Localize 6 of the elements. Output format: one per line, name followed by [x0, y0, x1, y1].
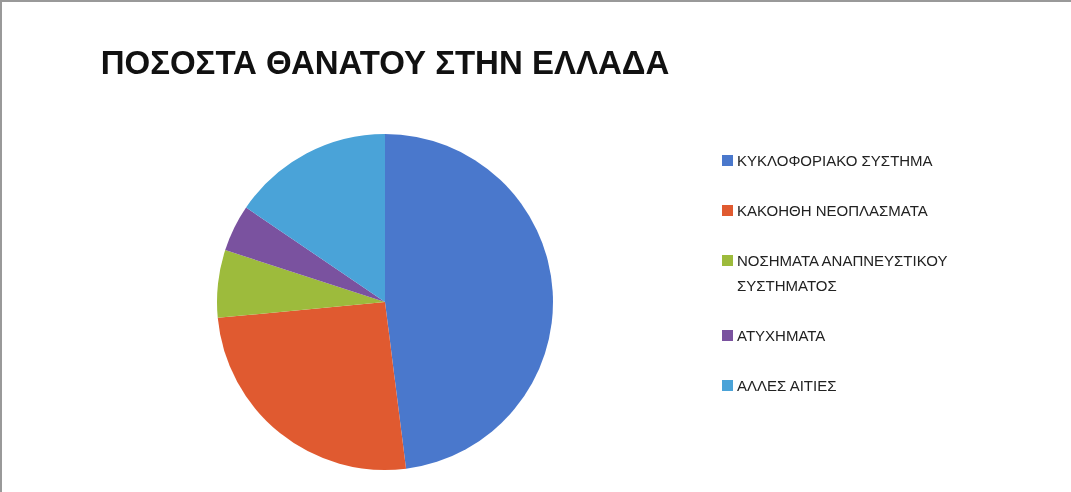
legend-label: ΑΛΛΕΣ ΑΙΤΙΕΣ [737, 376, 838, 396]
legend-label: ΝΟΣΗΜΑΤΑ ΑΝΑΠΝΕΥΣΤΙΚΟΥ ΣΥΣΤΗΜΑΤΟΣ [737, 251, 949, 296]
legend-label: ΚΥΚΛΟΦΟΡΙΑΚΟ ΣΥΣΤΗΜΑ [737, 151, 934, 171]
legend-label: ΑΤΥΧΗΜΑΤΑ [737, 326, 827, 346]
legend-label: ΚΑΚΟΗΘΗ ΝΕΟΠΛΑΣΜΑΤΑ [737, 201, 929, 221]
chart-title: ΠΟΣΟΣΤΑ ΘΑΝΑΤΟΥ ΣΤΗΝ ΕΛΛΑΔΑ [99, 44, 671, 82]
